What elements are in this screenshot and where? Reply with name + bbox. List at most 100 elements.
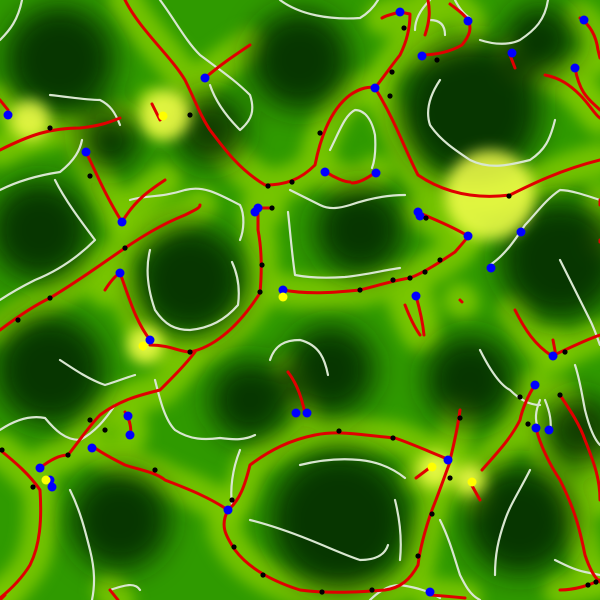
basin-11 (210, 360, 290, 440)
saddle-point-12 (395, 7, 405, 17)
maximum-point-1 (278, 292, 288, 302)
saddle-point-22 (516, 227, 526, 237)
ridge-curve-2 (123, 0, 377, 187)
maximum-point-4 (427, 462, 437, 472)
curve-sample-point-31 (102, 427, 108, 433)
ridge-curve-46 (458, 298, 464, 304)
ridge-curve-32 (93, 446, 230, 512)
maximum-point-5 (467, 477, 477, 487)
saddle-point-37 (223, 505, 233, 515)
curve-sample-point-36 (229, 497, 235, 503)
contour-line-10 (328, 108, 377, 170)
contour-line-29 (553, 558, 600, 577)
basins (0, 5, 600, 590)
contour-line-17 (153, 378, 257, 441)
contour-line-2 (158, 0, 254, 132)
curve-sample-point-44 (525, 421, 531, 427)
curve-sample-point-6 (401, 25, 407, 31)
curve-sample-point-38 (260, 572, 266, 578)
contour-line-23 (68, 488, 96, 600)
saddle-point-0 (3, 110, 13, 120)
critical-points (0, 7, 599, 597)
saddle-point-7 (250, 207, 260, 217)
saddle-point-11 (370, 83, 380, 93)
contour-line-8 (288, 188, 407, 210)
contour-line-20 (298, 458, 407, 480)
basin-13 (505, 5, 575, 75)
contour-line-13 (478, 0, 550, 45)
saddle-point-14 (463, 16, 473, 26)
ridge-curve-43 (428, 593, 467, 600)
saddle-point-38 (425, 587, 435, 597)
contour-line-6 (128, 187, 245, 242)
curve-sample-point-33 (0, 447, 5, 453)
saddle-point-13 (417, 51, 427, 61)
curve-sample-point-46 (593, 579, 599, 585)
maximum-point-2 (138, 341, 148, 351)
curve-sample-point-45 (585, 582, 591, 588)
saddle-point-29 (302, 408, 312, 418)
curve-sample-point-4 (289, 179, 295, 185)
curve-sample-point-2 (317, 130, 323, 136)
curve-sample-point-18 (422, 269, 428, 275)
ridge-curve-15 (418, 2, 472, 57)
ridge-curve-39 (558, 393, 600, 502)
saddle-point-23 (411, 291, 421, 301)
ridge-curve-3 (203, 43, 252, 80)
saddle-point-5 (145, 335, 155, 345)
ridge-curve-1 (0, 116, 122, 152)
curve-sample-point-11 (15, 317, 21, 323)
contour-line-22 (393, 498, 402, 562)
curve-sample-point-34 (30, 484, 36, 490)
saddle-point-1 (81, 147, 91, 157)
saddle-point-3 (200, 73, 210, 83)
ridge-curve-38 (480, 383, 537, 472)
curve-sample-point-9 (122, 245, 128, 251)
ridge-curve-36 (222, 460, 452, 594)
curve-sample-point-41 (415, 553, 421, 559)
contour-line-7 (146, 248, 240, 332)
ridge-curve-6 (120, 178, 167, 224)
saddle-point-2 (117, 217, 127, 227)
curve-sample-point-32 (65, 452, 71, 458)
curve-sample-point-22 (269, 205, 275, 211)
ridge-curve-31 (38, 350, 197, 470)
saddle-point-34 (35, 463, 45, 473)
curve-sample-point-30 (87, 417, 93, 423)
curve-sample-point-14 (257, 289, 263, 295)
contour-line-28 (493, 468, 532, 577)
curve-sample-point-23 (187, 349, 193, 355)
curve-sample-point-1 (187, 112, 193, 118)
saddle-point-27 (544, 425, 554, 435)
curve-sample-point-19 (437, 257, 443, 263)
saddle-point-15 (507, 48, 517, 58)
ridge-curve-13 (373, 86, 600, 198)
curve-sample-point-43 (447, 475, 453, 481)
contour-line-15 (0, 403, 117, 442)
saddle-point-32 (125, 430, 135, 440)
curve-sample-point-7 (387, 93, 393, 99)
curve-sample-point-35 (152, 467, 158, 473)
curve-sample-point-20 (423, 215, 429, 221)
contour-line-18 (268, 338, 330, 377)
curve-sample-point-21 (506, 193, 512, 199)
contour-line-21 (248, 518, 390, 562)
saddle-point-10 (371, 168, 381, 178)
ridge-curve-40 (534, 426, 600, 584)
ridge-curve-41 (0, 593, 7, 600)
basin-4 (250, 10, 350, 110)
ridge-curve-34 (448, 408, 462, 462)
basin-7 (70, 470, 170, 570)
saddle-point-9 (320, 167, 330, 177)
curve-sample-point-39 (319, 589, 325, 595)
curve-sample-point-29 (457, 415, 463, 421)
ridge-curve-5 (84, 150, 124, 224)
curve-sample-point-3 (265, 183, 271, 189)
saddle-point-8 (278, 285, 288, 295)
curve-sample-point-25 (517, 394, 523, 400)
saddle-point-30 (443, 455, 453, 465)
ridge-curve-17 (543, 73, 600, 120)
saddle-point-26 (531, 423, 541, 433)
curve-sample-point-5 (389, 69, 395, 75)
